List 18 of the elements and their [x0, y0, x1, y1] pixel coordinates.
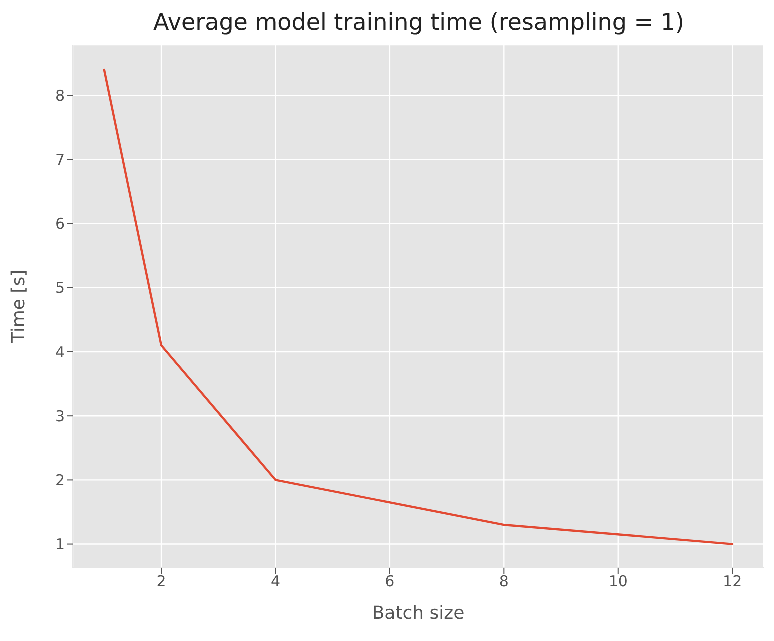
x-axis-title: Batch size: [372, 603, 465, 624]
y-axis-title: Time [s]: [8, 270, 30, 344]
x-tick-label: 10: [608, 572, 628, 591]
y-tick-label: 5: [55, 279, 65, 298]
y-tick-label: 2: [55, 472, 65, 490]
y-tick-label: 1: [55, 536, 65, 554]
x-tick-label: 2: [156, 572, 166, 591]
y-tick-label: 8: [55, 86, 65, 105]
y-tick-label: 3: [55, 407, 65, 426]
x-tick-label: 6: [385, 572, 395, 591]
x-tick-label: 4: [270, 572, 281, 591]
y-tick-label: 4: [55, 343, 65, 362]
line-series: [103, 68, 734, 546]
x-tick-label: 12: [723, 572, 742, 591]
chart-title: Average model training time (resampling = 1): [152, 10, 686, 36]
y-tick-label: 6: [55, 215, 65, 234]
x-tick-label: 8: [499, 572, 509, 591]
y-tick-label: 7: [55, 151, 65, 170]
